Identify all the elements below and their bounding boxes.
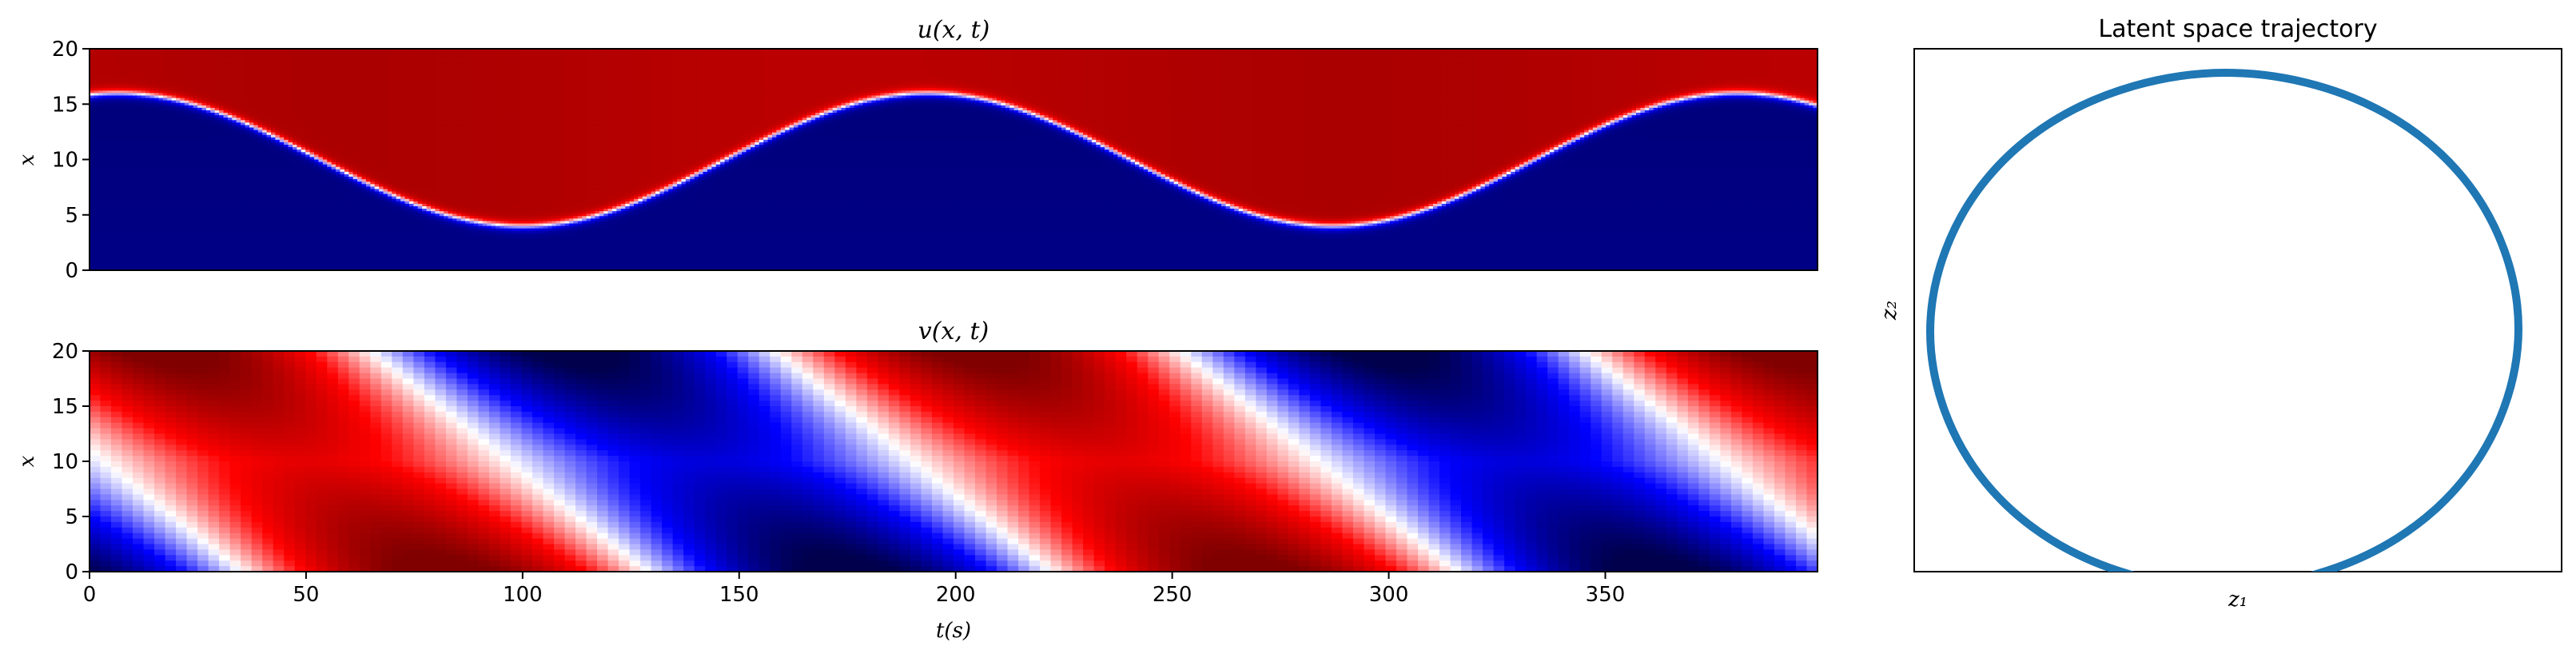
u-y-axis-label: x <box>15 154 39 165</box>
v-y-ticks: 0 5 10 15 20 <box>52 340 90 584</box>
v-title: v(x, t) <box>918 317 989 345</box>
v-ytick-label: 0 <box>65 560 78 584</box>
u-ytick-label: 10 <box>52 149 78 173</box>
v-xtick-label: 250 <box>1153 583 1192 607</box>
v-x-axis-label: t(s) <box>936 619 971 643</box>
v-ytick-label: 10 <box>52 450 78 474</box>
u-heatmap-panel: u(x, t) 0 5 10 15 20 x <box>15 16 1818 283</box>
u-ytick-label: 0 <box>65 259 78 283</box>
latent-x-axis-label: z₁ <box>2228 588 2248 612</box>
u-y-ticks: 0 5 10 15 20 <box>52 38 90 283</box>
latent-y-axis-label: z₂ <box>1877 301 1901 321</box>
u-heatmap-fill <box>90 49 1818 271</box>
u-title: u(x, t) <box>918 16 990 44</box>
latent-title: Latent space trajectory <box>2098 15 2377 43</box>
v-xtick-label: 350 <box>1586 583 1626 607</box>
v-ytick-label: 5 <box>65 505 78 529</box>
v-ytick-label: 15 <box>52 395 78 419</box>
latent-trajectory-line <box>1930 73 2518 588</box>
v-xtick-label: 0 <box>83 583 97 607</box>
u-ytick-label: 5 <box>65 204 78 228</box>
latent-axes-frame <box>1914 49 2562 572</box>
v-heatmap-panel: v(x, t) 0 5 10 15 20 0 50 100 150 200 250 300 350 x… <box>15 317 1818 643</box>
v-xtick-label: 150 <box>719 583 759 607</box>
v-xtick-label: 50 <box>293 583 319 607</box>
u-ytick-label: 15 <box>52 93 78 117</box>
v-xtick-label: 300 <box>1369 583 1409 607</box>
u-ytick-label: 20 <box>52 38 78 62</box>
latent-panel: Latent space trajectory z₁ z₂ <box>1877 15 2562 612</box>
v-ytick-label: 20 <box>52 340 78 364</box>
v-xtick-label: 100 <box>503 583 543 607</box>
v-heatmap-fill <box>90 351 1818 572</box>
v-x-ticks: 0 50 100 150 200 250 300 350 <box>83 572 1626 607</box>
v-xtick-label: 200 <box>936 583 976 607</box>
v-y-axis-label: x <box>15 455 39 467</box>
